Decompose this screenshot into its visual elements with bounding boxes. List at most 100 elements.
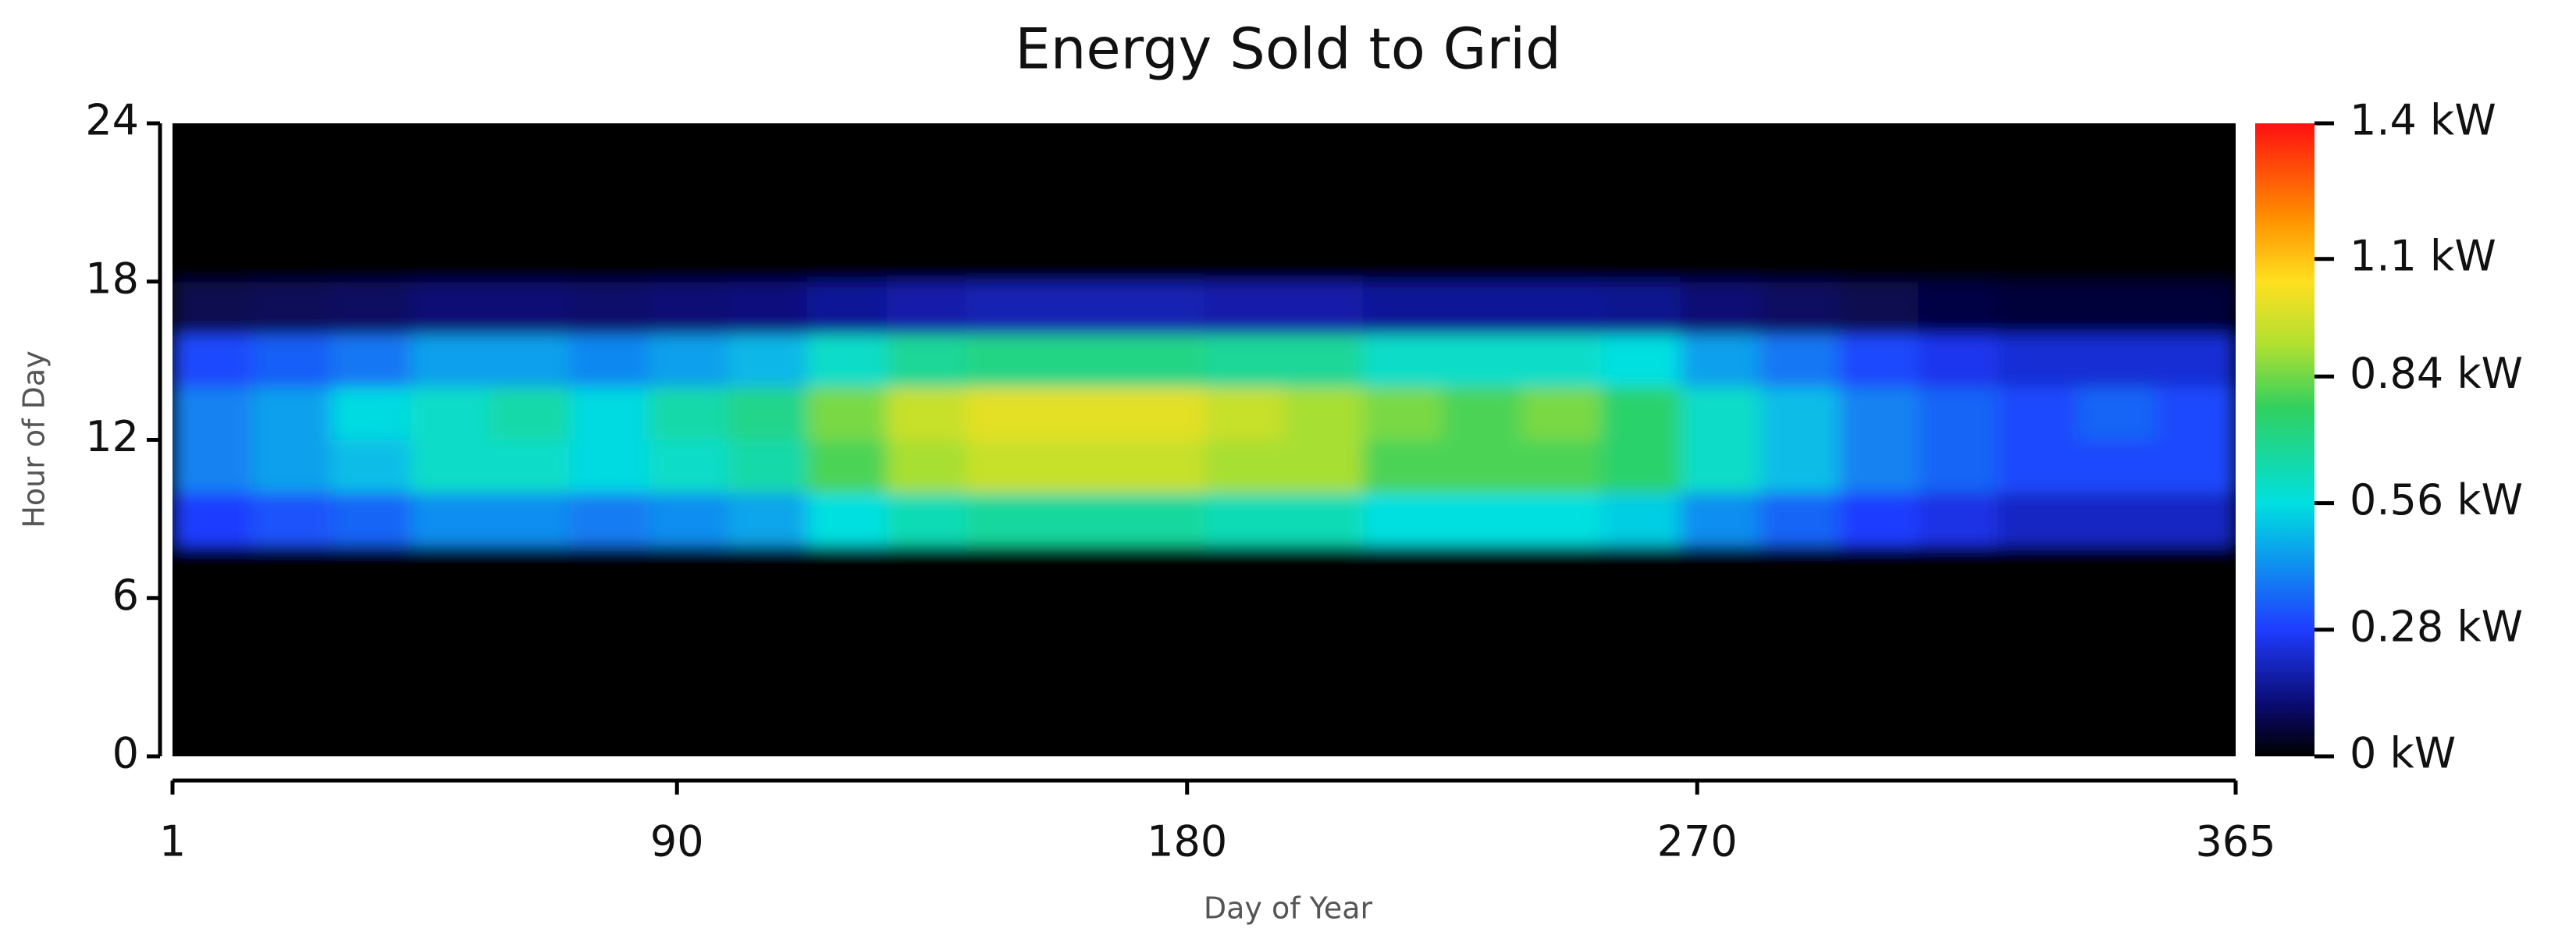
heatmap-cell	[1362, 703, 1443, 756]
heatmap-cell	[489, 493, 570, 546]
heatmap-cell	[1521, 334, 1602, 388]
heatmap-cell	[728, 703, 808, 756]
heatmap-cell	[331, 545, 411, 599]
heatmap-cell	[1521, 650, 1602, 704]
heatmap-cell	[1998, 598, 2078, 652]
heatmap-cell	[1045, 493, 1126, 546]
heatmap-cell	[2076, 386, 2157, 440]
heatmap-cell	[1680, 123, 1760, 177]
heatmap-cell	[648, 123, 729, 177]
heatmap-cell	[886, 493, 967, 546]
heatmap-cell	[173, 703, 253, 756]
heatmap-cell	[1600, 439, 1681, 493]
heatmap-cell	[1680, 545, 1760, 599]
heatmap-cell	[1998, 281, 2078, 335]
heatmap-cell	[251, 229, 332, 283]
heatmap-cell	[1521, 229, 1602, 283]
heatmap-cell	[1838, 123, 1919, 177]
x-tick-label: 90	[650, 817, 704, 866]
heatmap-cell	[251, 334, 332, 388]
heatmap-cell	[1045, 439, 1126, 493]
heatmap-cell	[2076, 123, 2157, 177]
heatmap-cell	[1521, 598, 1602, 652]
heatmap-cell	[173, 386, 253, 440]
heatmap-cell	[173, 598, 253, 652]
colorbar-tick-label: 0.56 kW	[2350, 475, 2523, 525]
heatmap-cell	[1600, 598, 1681, 652]
heatmap-cell	[489, 545, 570, 599]
heatmap-cell	[886, 598, 967, 652]
heatmap-cell	[1124, 545, 1204, 599]
heatmap-cell	[489, 650, 570, 704]
heatmap-cell	[648, 493, 729, 546]
heatmap-cell	[410, 439, 491, 493]
heatmap-cell	[489, 439, 570, 493]
heatmap-cell	[1600, 386, 1681, 440]
heatmap-cell	[173, 334, 253, 388]
heatmap-cell	[251, 493, 332, 546]
heatmap-cell	[251, 439, 332, 493]
heatmap-cell	[1204, 598, 1284, 652]
heatmap-cell	[251, 123, 332, 177]
heatmap-cell	[1759, 281, 1840, 335]
heatmap-cell	[1362, 386, 1443, 440]
heatmap-cell	[1759, 334, 1840, 388]
heatmap-cell	[966, 176, 1046, 229]
heatmap-cell	[1442, 703, 1522, 756]
heatmap-cell	[2156, 598, 2236, 652]
heatmap-cell	[173, 545, 253, 599]
heatmap-cell	[1124, 703, 1204, 756]
heatmap-cell	[2076, 176, 2157, 229]
heatmap-cell	[648, 598, 729, 652]
heatmap-cell	[1442, 598, 1522, 652]
heatmap-cell	[1600, 281, 1681, 335]
heatmap-cell	[1600, 545, 1681, 599]
heatmap-cell	[410, 545, 491, 599]
heatmap-cell	[886, 281, 967, 335]
heatmap-cell	[1283, 703, 1364, 756]
heatmap-cell	[1600, 334, 1681, 388]
heatmap-cell	[1124, 334, 1204, 388]
heatmap-cell	[728, 123, 808, 177]
heatmap-cell	[331, 493, 411, 546]
heatmap-cell	[1362, 493, 1443, 546]
heatmap-cell	[1521, 281, 1602, 335]
heatmap-cell	[251, 545, 332, 599]
heatmap-cell	[410, 493, 491, 546]
heatmap-cell	[966, 229, 1046, 283]
heatmap-cell	[331, 386, 411, 440]
heatmap-cell	[2076, 598, 2157, 652]
heatmap-cell	[1918, 598, 1998, 652]
heatmap-cell	[966, 545, 1046, 599]
heatmap-cell	[807, 176, 888, 229]
colorbar-tick-label: 1.1 kW	[2350, 231, 2496, 280]
heatmap-cell	[1045, 545, 1126, 599]
heatmap-cell	[1918, 493, 1998, 546]
heatmap-cell	[1521, 545, 1602, 599]
heatmap-cell	[410, 281, 491, 335]
heatmap-cell	[1521, 386, 1602, 440]
heatmap-cell	[173, 281, 253, 335]
heatmap-cell	[648, 281, 729, 335]
heatmap-cell	[886, 334, 967, 388]
heatmap-cell	[1521, 176, 1602, 229]
heatmap-cell	[807, 493, 888, 546]
heatmap-cell	[1442, 281, 1522, 335]
heatmap-cell	[1204, 493, 1284, 546]
heatmap-cell	[1600, 493, 1681, 546]
heatmap-cell	[2076, 493, 2157, 546]
heatmap-cell	[1680, 650, 1760, 704]
heatmap-cell	[966, 439, 1046, 493]
heatmap-cell	[728, 650, 808, 704]
heatmap-cell	[1204, 703, 1284, 756]
heatmap-cell	[1998, 229, 2078, 283]
heatmap-cell	[1600, 176, 1681, 229]
heatmap-cell	[1283, 229, 1364, 283]
heatmap-cell	[410, 229, 491, 283]
heatmap-cell	[648, 703, 729, 756]
heatmap-cell	[331, 229, 411, 283]
heatmap-cell	[1442, 439, 1522, 493]
heatmap-cell	[569, 123, 649, 177]
heatmap-cell	[2156, 176, 2236, 229]
